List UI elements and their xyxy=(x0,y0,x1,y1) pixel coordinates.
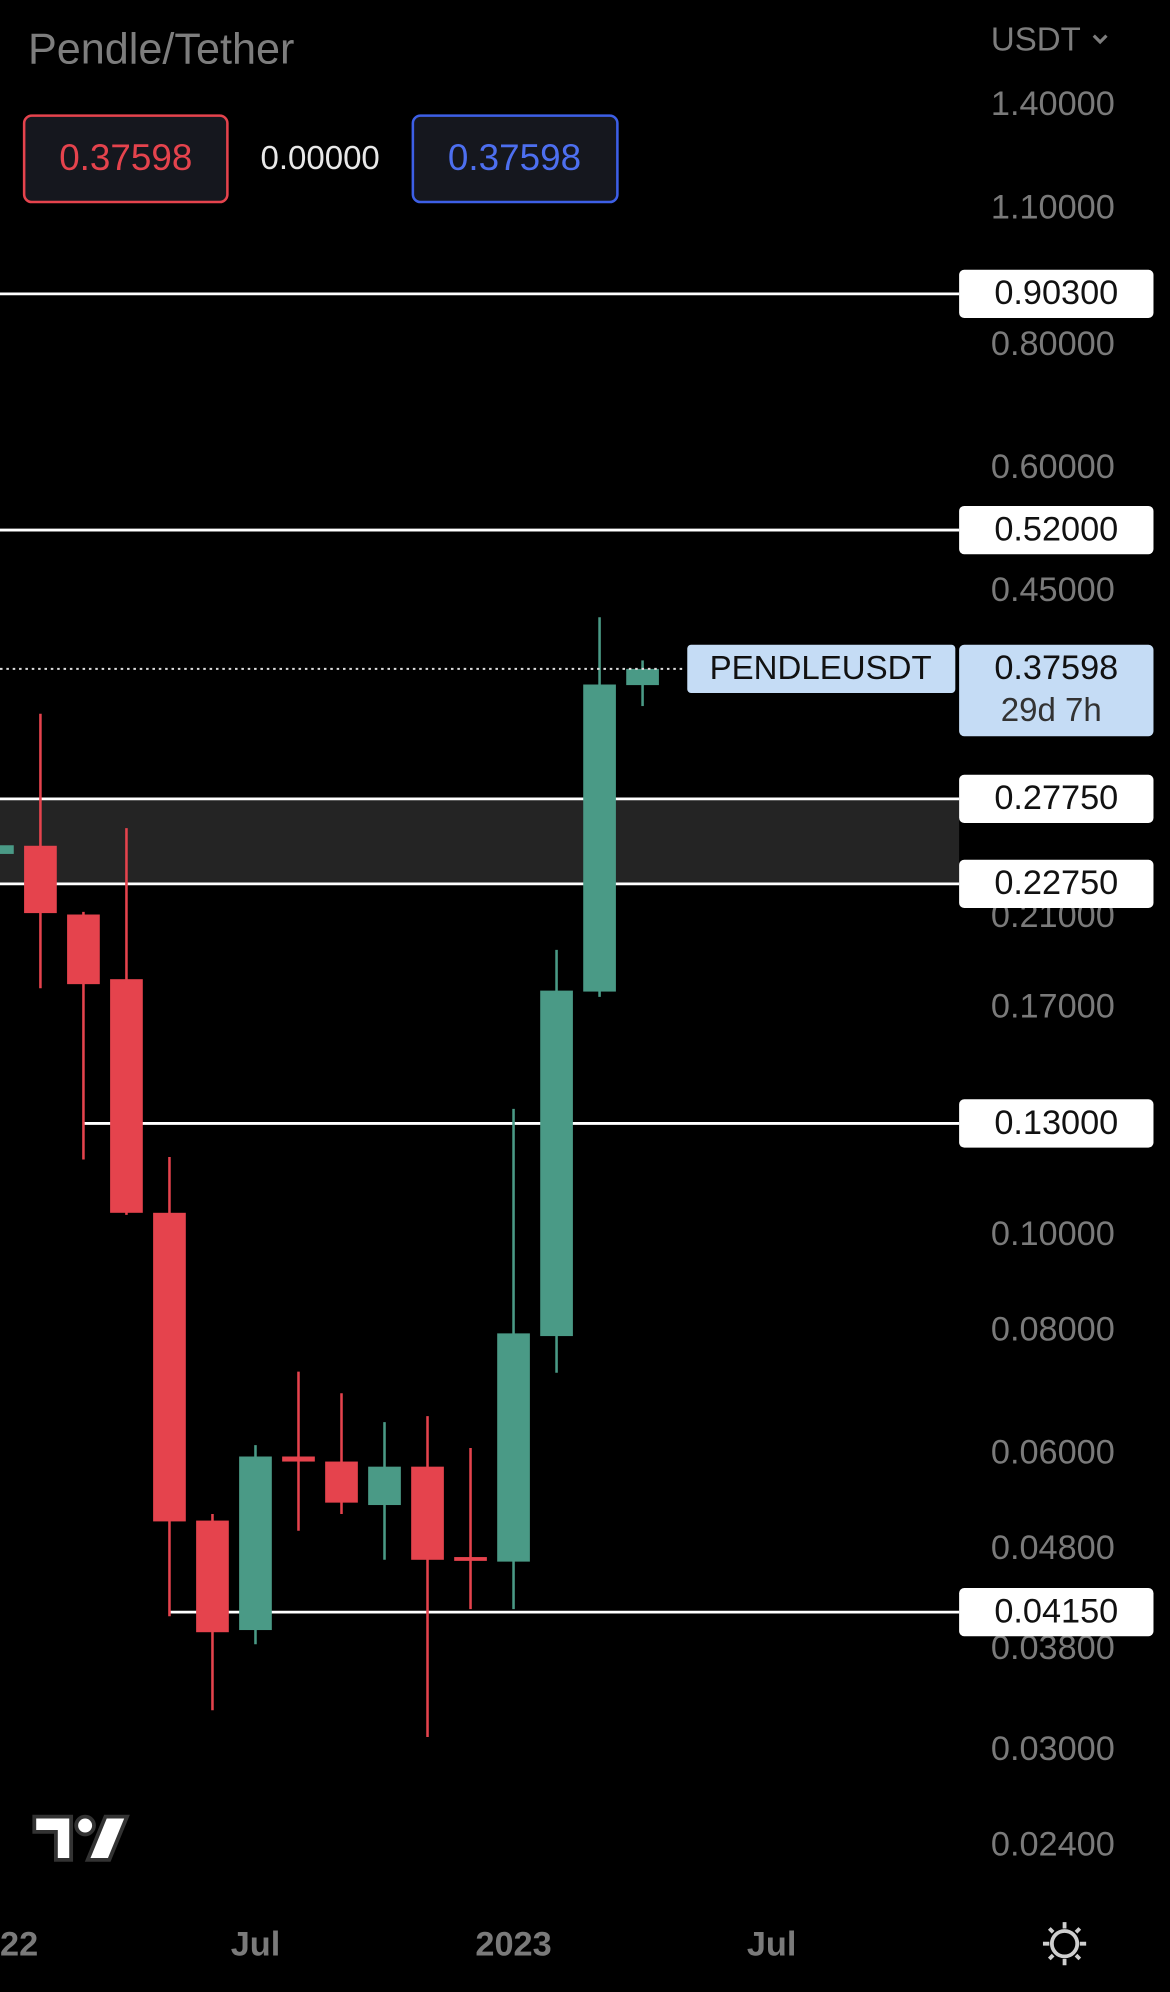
candle-body xyxy=(196,1520,229,1633)
settings-icon[interactable] xyxy=(1042,1922,1087,1966)
candle-body xyxy=(282,1456,315,1462)
level-box xyxy=(959,1099,1154,1148)
x-tick-label: Jul xyxy=(747,1925,797,1963)
x-tick-label: Jul xyxy=(231,1925,281,1963)
sell-box[interactable] xyxy=(22,114,229,204)
candle-body xyxy=(368,1466,401,1506)
y-tick-label: 0.06000 xyxy=(991,1433,1115,1471)
symbol-label: PENDLEUSDT xyxy=(710,649,932,686)
last-price-label: 0.37598 xyxy=(994,649,1118,687)
candle-body xyxy=(626,668,659,686)
x-tick-label: 22 xyxy=(0,1925,38,1963)
level-label: 0.22750 xyxy=(994,864,1118,902)
candle-body xyxy=(583,684,616,992)
candle-body xyxy=(153,1212,186,1522)
candle-body xyxy=(497,1333,530,1562)
candle-body xyxy=(24,845,57,914)
y-tick-label: 0.10000 xyxy=(991,1215,1115,1253)
candle-body xyxy=(540,990,573,1337)
y-tick-label: 0.08000 xyxy=(991,1310,1115,1348)
level-label: 0.04150 xyxy=(994,1592,1118,1630)
level-box xyxy=(959,269,1154,318)
currency[interactable]: USDT xyxy=(991,21,1081,58)
y-tick-label: 1.40000 xyxy=(991,85,1115,123)
level-label: 0.27750 xyxy=(994,779,1118,817)
y-tick-label: 0.17000 xyxy=(991,988,1115,1026)
level-box xyxy=(959,1588,1154,1637)
level-box xyxy=(959,774,1154,824)
candle-body xyxy=(110,979,143,1213)
countdown-label: 29d 7h xyxy=(1001,691,1102,728)
level-box xyxy=(959,505,1154,555)
chart-title: Pendle/Tether xyxy=(28,26,295,74)
sell-price[interactable]: 0.37598 xyxy=(59,137,192,178)
spread: 0.00000 xyxy=(260,139,379,176)
currency-chevron[interactable] xyxy=(1092,34,1108,45)
candle-body xyxy=(239,1456,272,1631)
y-tick-label: 0.80000 xyxy=(991,325,1115,363)
overlay: Pendle/Tether 0.37598 0.00000 0.37598 US… xyxy=(22,21,1108,1966)
y-tick-label: 1.10000 xyxy=(991,188,1115,226)
plot-area: 1.400001.100000.800000.600000.450000.210… xyxy=(0,85,1154,1963)
y-tick-label: 0.03000 xyxy=(991,1730,1115,1768)
zone xyxy=(0,798,960,884)
candle-body xyxy=(454,1557,487,1561)
candle-body xyxy=(0,845,14,854)
candle-body xyxy=(67,914,100,985)
buy-box[interactable] xyxy=(411,114,619,204)
level-label: 0.13000 xyxy=(994,1104,1118,1142)
x-tick-label: 2023 xyxy=(475,1925,551,1963)
candle-body xyxy=(325,1461,358,1503)
level-label: 0.90300 xyxy=(994,274,1118,312)
symbol-box xyxy=(687,644,956,694)
y-tick-label: 0.45000 xyxy=(991,571,1115,609)
y-tick-label: 0.02400 xyxy=(991,1826,1115,1864)
candle-body xyxy=(411,1466,444,1560)
level-box xyxy=(959,859,1154,909)
y-tick-label: 0.60000 xyxy=(991,448,1115,486)
tradingview-logo[interactable] xyxy=(32,1814,130,1862)
y-tick-label: 0.04800 xyxy=(991,1529,1115,1567)
level-label: 0.52000 xyxy=(994,510,1118,548)
buy-price[interactable]: 0.37598 xyxy=(448,137,581,178)
last-price-box xyxy=(959,644,1154,737)
